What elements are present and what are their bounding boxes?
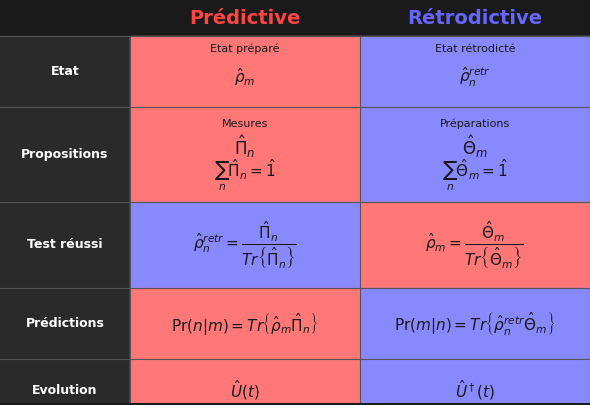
Text: Etat préparé: Etat préparé bbox=[210, 44, 280, 54]
Bar bbox=[130, 202, 360, 288]
Bar bbox=[360, 288, 590, 359]
Text: $\hat{\Pi}_n$: $\hat{\Pi}_n$ bbox=[234, 133, 255, 160]
Text: $\sum_n \hat{\Pi}_n = \hat{1}$: $\sum_n \hat{\Pi}_n = \hat{1}$ bbox=[214, 158, 276, 193]
Text: Evolution: Evolution bbox=[32, 384, 98, 396]
Text: $\hat{\rho}_n^{retr}$: $\hat{\rho}_n^{retr}$ bbox=[459, 66, 491, 89]
Text: $\sum_n \hat{\Theta}_m = \hat{1}$: $\sum_n \hat{\Theta}_m = \hat{1}$ bbox=[442, 158, 508, 193]
Text: Etat rétrodicté: Etat rétrodicté bbox=[435, 44, 515, 54]
Bar bbox=[130, 359, 360, 405]
Bar bbox=[0, 359, 130, 405]
Text: Prédictions: Prédictions bbox=[25, 317, 104, 330]
Text: $\hat{\rho}_n^{retr} = \dfrac{\hat{\Pi}_n}{Tr\left\{\hat{\Pi}_n\right\}}$: $\hat{\rho}_n^{retr} = \dfrac{\hat{\Pi}_… bbox=[193, 219, 297, 271]
Bar bbox=[360, 107, 590, 202]
Bar bbox=[360, 36, 590, 107]
Text: $\hat{U}(t)$: $\hat{U}(t)$ bbox=[230, 378, 260, 402]
Bar bbox=[130, 288, 360, 359]
Text: Préparations: Préparations bbox=[440, 119, 510, 129]
Text: $\Pr(m|n) = Tr\left\{\hat{\rho}_n^{retr}\hat{\Theta}_m\right\}$: $\Pr(m|n) = Tr\left\{\hat{\rho}_n^{retr}… bbox=[394, 310, 556, 337]
Text: Rétrodictive: Rétrodictive bbox=[407, 9, 543, 28]
Text: $\hat{\rho}_m = \dfrac{\hat{\Theta}_m}{Tr\left\{\hat{\Theta}_m\right\}}$: $\hat{\rho}_m = \dfrac{\hat{\Theta}_m}{T… bbox=[425, 219, 525, 271]
Text: Prédictive: Prédictive bbox=[189, 9, 300, 28]
Bar bbox=[130, 107, 360, 202]
Bar bbox=[360, 202, 590, 288]
Text: $\hat{\Theta}_m$: $\hat{\Theta}_m$ bbox=[462, 133, 488, 160]
Bar bbox=[0, 36, 130, 107]
Text: $\hat{\rho}_m$: $\hat{\rho}_m$ bbox=[234, 66, 255, 88]
Text: Propositions: Propositions bbox=[21, 148, 109, 161]
Text: Mesures: Mesures bbox=[222, 119, 268, 129]
Bar bbox=[0, 288, 130, 359]
Bar bbox=[360, 359, 590, 405]
Text: Etat: Etat bbox=[51, 65, 79, 78]
Bar bbox=[0, 107, 130, 202]
Bar bbox=[0, 202, 130, 288]
Bar bbox=[130, 36, 360, 107]
Text: Test réussi: Test réussi bbox=[27, 239, 103, 252]
Text: $\hat{U}^\dagger(t)$: $\hat{U}^\dagger(t)$ bbox=[455, 378, 495, 402]
Text: $\Pr(n|m) = Tr\left\{\hat{\rho}_m \hat{\Pi}_n\right\}$: $\Pr(n|m) = Tr\left\{\hat{\rho}_m \hat{\… bbox=[171, 311, 319, 337]
